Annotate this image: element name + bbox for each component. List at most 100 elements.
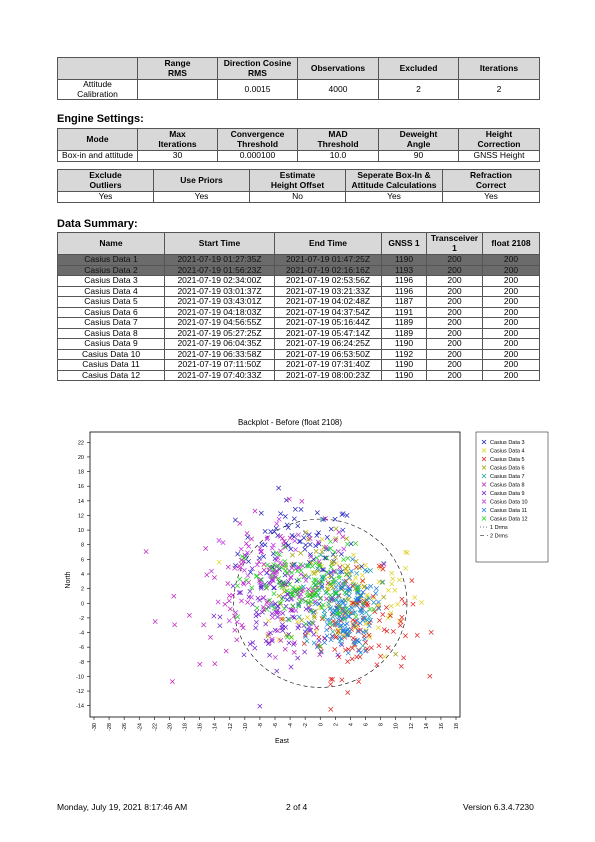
legend-marker <box>481 499 487 504</box>
y-tick-label: 20 <box>78 455 84 461</box>
calibration-row: Attitude Calibration 0.0015 4000 2 2 <box>57 79 540 100</box>
data-point <box>277 560 283 566</box>
summary-row: Casius Data 12 2021-07-19 07:40:33Z 2021-0… <box>57 369 540 381</box>
data-point <box>328 569 334 575</box>
data-point <box>412 594 418 600</box>
data-point <box>338 641 344 647</box>
data-point <box>384 605 389 610</box>
data-point <box>313 577 319 583</box>
x-tick-label: -26 <box>122 723 128 731</box>
data-point <box>353 540 358 546</box>
data-point <box>401 655 407 661</box>
summary-cell: 2021-07-19 04:56:55Z <box>164 317 275 329</box>
data-point <box>409 578 415 584</box>
data-point <box>234 583 240 589</box>
summary-cell: 2021-07-19 06:24:25Z <box>274 338 382 350</box>
summary-cell: 1189 <box>381 317 427 329</box>
data-point <box>345 650 351 656</box>
data-point <box>324 627 330 633</box>
data-point <box>285 592 291 597</box>
data-point <box>259 609 265 615</box>
data-point <box>398 619 404 624</box>
data-point <box>333 536 339 542</box>
summary-header-0: Name <box>57 232 165 255</box>
data-point <box>364 585 370 591</box>
data-point <box>350 610 356 616</box>
data-point <box>276 516 282 522</box>
data-point <box>370 594 376 599</box>
data-point <box>226 598 232 604</box>
data-point <box>296 601 302 607</box>
summary-cell: 200 <box>482 306 540 318</box>
y-axis-ticks: -14 -12 -10 -8 -6 -4 -2 0 2 4 6 8 10 12 14 16 18 20 22 <box>76 440 90 710</box>
data-point <box>273 557 279 563</box>
data-point <box>366 623 372 629</box>
engine-settings-table-1: Mode Max Iterations Convergence Threshold MAD… <box>57 128 540 162</box>
data-point <box>366 614 372 619</box>
data-point <box>313 601 318 607</box>
chart-legend: Casius Data 3 Casius Data 4 Casius Data 5 C… <box>475 431 549 563</box>
data-point <box>376 643 382 649</box>
data-point <box>336 605 342 611</box>
legend-marker <box>481 482 487 487</box>
engine1-cell: Box-in and attitude <box>57 150 138 162</box>
summary-header-3: GNSS 1 <box>381 232 427 255</box>
data-point <box>227 606 233 612</box>
data-point <box>379 579 385 585</box>
data-point <box>310 585 316 591</box>
data-point <box>363 598 369 604</box>
data-point <box>319 605 325 611</box>
summary-cell: 200 <box>482 317 540 329</box>
data-point <box>320 615 326 621</box>
summary-cell: 2021-07-19 06:53:50Z <box>274 348 382 360</box>
data-point <box>238 590 244 596</box>
data-point <box>318 649 324 655</box>
data-point <box>318 552 324 558</box>
data-point <box>345 646 351 652</box>
data-point <box>344 536 349 542</box>
data-point <box>211 613 217 619</box>
summary-cell: 200 <box>426 306 483 318</box>
chart-title: Backplot - Before (float 2108) <box>238 418 342 427</box>
summary-cell: 2021-07-19 06:33:58Z <box>164 348 275 360</box>
data-point <box>328 526 334 532</box>
legend-entry: Casius Data 7 <box>490 474 525 480</box>
data-point <box>316 559 322 564</box>
data-point <box>293 587 299 592</box>
summary-cell: 200 <box>426 327 483 339</box>
data-point <box>276 552 282 557</box>
x-axis-label: East <box>275 738 289 745</box>
data-point <box>276 485 282 491</box>
summary-cell: Casius Data 3 <box>57 275 165 287</box>
calibration-header-1: Range RMS <box>137 57 218 80</box>
data-point <box>295 592 300 597</box>
data-point <box>356 679 362 685</box>
data-point <box>360 578 365 584</box>
data-point <box>271 529 277 535</box>
data-point <box>271 567 276 573</box>
data-point <box>332 537 338 543</box>
data-point <box>274 521 280 527</box>
footer-page: 2 of 4 <box>286 802 308 812</box>
data-point <box>296 623 302 629</box>
data-point <box>232 517 238 523</box>
data-point <box>225 581 231 587</box>
x-tick-label: -12 <box>228 723 234 731</box>
data-point <box>342 616 347 622</box>
summary-row: Casius Data 4 2021-07-19 03:01:37Z 2021-07… <box>57 285 540 297</box>
data-point <box>282 544 288 550</box>
data-point <box>351 581 356 587</box>
data-point <box>298 550 304 556</box>
data-point <box>404 550 410 556</box>
calibration-cell <box>137 79 218 100</box>
data-point <box>350 600 355 606</box>
data-point <box>339 598 345 604</box>
data-point <box>303 529 309 535</box>
data-point <box>254 562 260 568</box>
data-point <box>292 506 298 512</box>
data-point <box>314 510 320 516</box>
summary-cell: 200 <box>482 275 540 287</box>
data-point <box>275 603 281 609</box>
summary-cell: Casius Data 10 <box>57 348 165 360</box>
data-point <box>385 645 391 651</box>
